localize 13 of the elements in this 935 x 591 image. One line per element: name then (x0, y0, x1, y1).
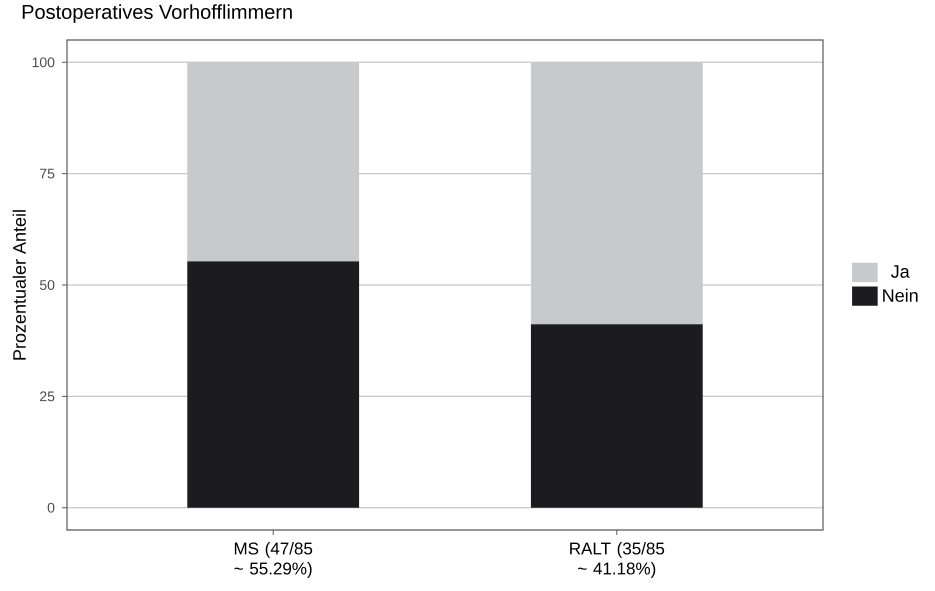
x-tick-label: RALT (35/85 ~ 41.18%) (570, 542, 664, 578)
bar (530, 324, 703, 508)
y-axis-title: Prozentualer Anteil (12, 210, 26, 360)
legend-label: Nein (883, 288, 918, 302)
chart-title: Postoperatives Vorhofflimmern (22, 4, 292, 23)
y-tick-label: 100 (32, 57, 54, 68)
y-tick-label: 50 (40, 280, 54, 290)
x-tick-label: MS (47/85 ~ 55.29%) (234, 542, 312, 578)
bar (187, 261, 360, 508)
legend-label: Ja (890, 265, 910, 278)
y-tick-label: 75 (40, 168, 54, 179)
y-tick-label: 0 (48, 502, 54, 513)
y-tick-label: 25 (40, 391, 54, 402)
